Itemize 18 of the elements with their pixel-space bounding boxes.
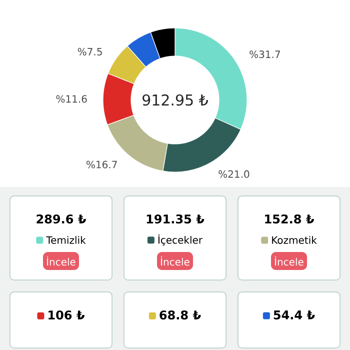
- text: 152.8 ₺: [265, 214, 314, 224]
- legend-label: Temizlik: [46, 236, 86, 244]
- data-label: %31.7: [250, 50, 280, 58]
- text: 191.35 ₺: [146, 214, 204, 224]
- text: İncele: [47, 256, 76, 266]
- text: 106 ₺: [48, 310, 85, 320]
- text: 289.6 ₺: [36, 214, 86, 224]
- text: 68.8 ₺: [160, 310, 201, 320]
- data-label: %21.0: [218, 170, 250, 178]
- text: İncele: [275, 256, 304, 266]
- text: İncele: [161, 256, 190, 266]
- text: 912.95 ₺: [142, 94, 208, 106]
- text: 54.4 ₺: [274, 310, 315, 320]
- legend-label: Kozmetik: [272, 236, 317, 244]
- data-label: %16.7: [86, 160, 117, 168]
- data-label: %7.5: [78, 48, 102, 56]
- data-label: %11.6: [56, 95, 87, 103]
- legend-label: İçecekler: [158, 234, 203, 246]
